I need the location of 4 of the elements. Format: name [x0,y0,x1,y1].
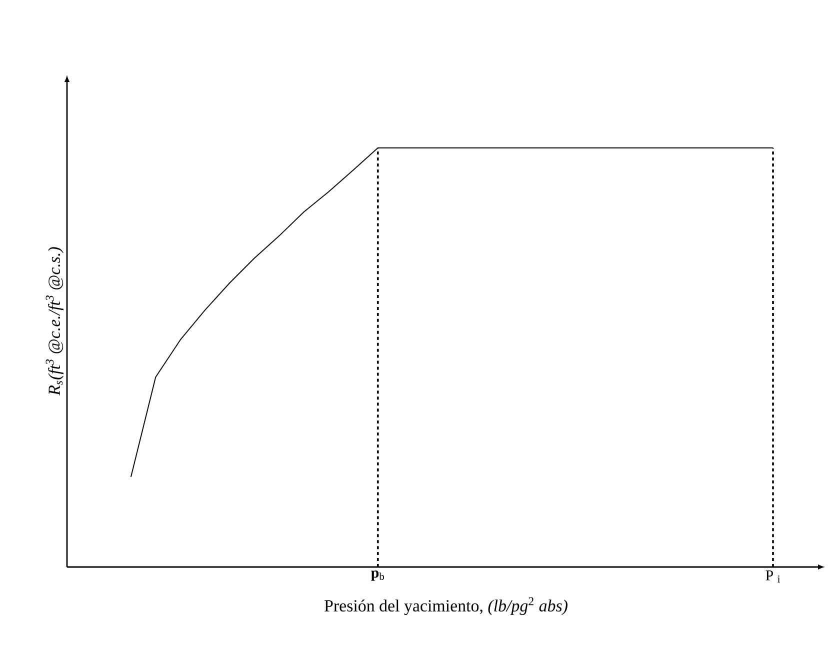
y-axis-title: R$_{s}$(ft$^{3}$ @c.e./ft$^{3}$ @c.s.) [46,247,64,396]
x-tick-label: P $_{i}$ [766,570,780,582]
x-tick-label: p$_{b}$ [371,570,384,581]
x-axis-title: Presión del yacimiento, (lb/pg$^{2}$ abs) [324,597,568,616]
